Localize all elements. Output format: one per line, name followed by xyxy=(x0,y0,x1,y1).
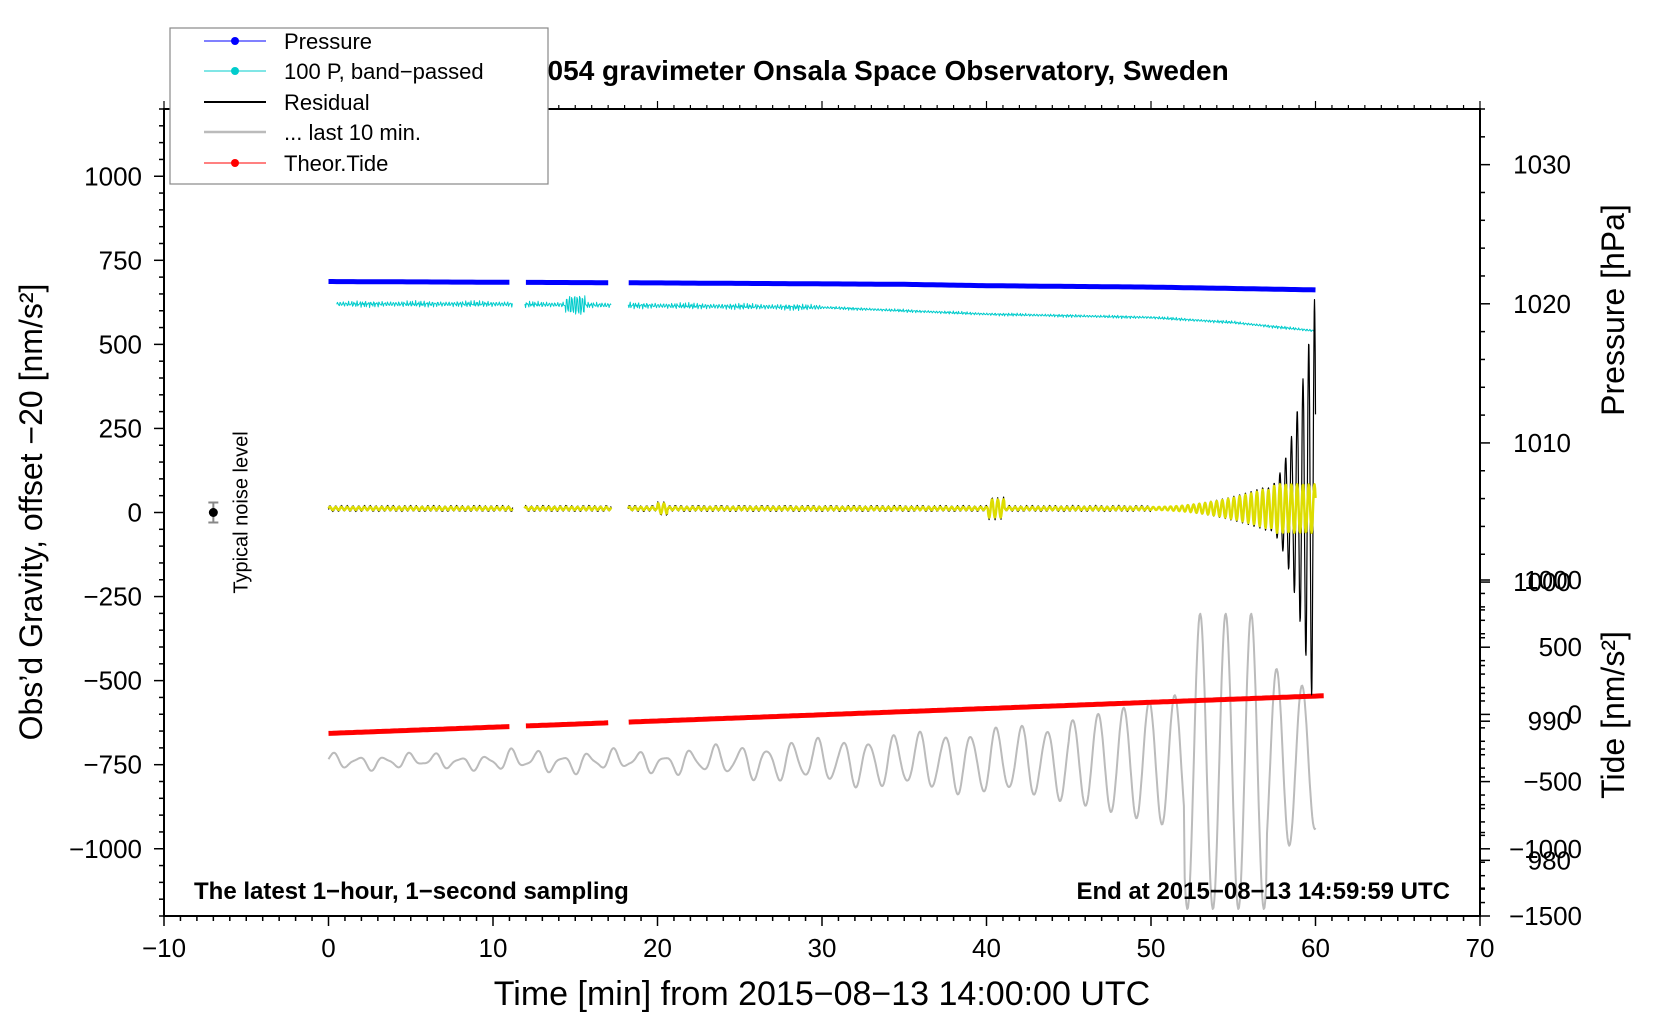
legend: Pressure 100 P, band−passed Residual ...… xyxy=(169,27,549,185)
noise-point xyxy=(208,508,218,517)
tide-tick-label: −1500 xyxy=(1509,901,1582,931)
typical-noise-marker: Typical noise level xyxy=(208,431,252,594)
x-tick-label: 30 xyxy=(808,933,837,963)
theoretical-tide-series xyxy=(525,720,609,729)
tide-tick-label: 500 xyxy=(1539,632,1582,662)
x-axis-label: Time [min] from 2015−08−13 14:00:00 UTC xyxy=(494,975,1150,1013)
legend-label-bandpass: 100 P, band−passed xyxy=(284,59,484,84)
sampling-annotation: The latest 1−hour, 1−second sampling xyxy=(194,878,629,905)
plot-series xyxy=(327,279,1324,910)
legend-marker-bandpass xyxy=(231,67,239,75)
y-tick-label: −500 xyxy=(83,666,142,696)
pressure-axis-label: Pressure [hPa] xyxy=(1595,204,1631,416)
residual-filtered-series xyxy=(327,505,514,512)
pressure-series xyxy=(628,280,1316,293)
y-tick-label: −250 xyxy=(83,582,142,612)
bandpassed-pressure-series xyxy=(524,295,612,315)
last-10-min-series xyxy=(327,612,1317,910)
y-tick-label: −750 xyxy=(83,750,142,780)
bandpassed-pressure-series xyxy=(627,301,1316,333)
x-tick-label: −10 xyxy=(142,933,186,963)
axis-ticks: −10 0 10 20 30 40 50 60 7010007505002500−250−500… xyxy=(69,101,1582,963)
y-tick-label: 750 xyxy=(99,245,142,275)
x-tick-label: 40 xyxy=(972,933,1001,963)
tide-axis-label: Tide [nm/s²] xyxy=(1595,631,1631,799)
y-tick-label: 250 xyxy=(99,413,142,443)
pressure-tick-label: 1020 xyxy=(1513,289,1571,319)
legend-label-pressure: Pressure xyxy=(284,29,372,54)
end-time-annotation: End at 2015−08−13 14:59:59 UTC xyxy=(1076,878,1450,905)
noise-label: Typical noise level xyxy=(230,431,252,593)
y-tick-label: −1000 xyxy=(69,834,142,864)
legend-label-tide: Theor.Tide xyxy=(284,151,388,176)
y-tick-label: 0 xyxy=(128,498,142,528)
legend-label-last10: ... last 10 min. xyxy=(284,120,421,145)
x-tick-label: 50 xyxy=(1137,933,1166,963)
legend-label-residual: Residual xyxy=(284,90,370,115)
y-tick-label: 500 xyxy=(99,329,142,359)
x-tick-label: 60 xyxy=(1301,933,1330,963)
pressure-tick-label: 980 xyxy=(1528,845,1571,875)
y-tick-label: 1000 xyxy=(84,161,142,191)
tide-tick-label: 0 xyxy=(1568,699,1582,729)
theoretical-tide-series xyxy=(628,693,1324,725)
theoretical-tide-series xyxy=(328,724,510,736)
pressure-tick-label: 1030 xyxy=(1513,150,1571,180)
pressure-tick-label: 990 xyxy=(1528,706,1571,736)
residual-series xyxy=(627,299,1317,696)
x-tick-label: 20 xyxy=(643,933,672,963)
pressure-tick-label: 1000 xyxy=(1513,567,1571,597)
tide-tick-label: −500 xyxy=(1523,767,1582,797)
legend-marker-tide xyxy=(231,159,239,167)
chart-title: SCG_054 gravimeter Onsala Space Observat… xyxy=(471,55,1228,86)
residual-filtered-series xyxy=(627,483,1317,534)
x-tick-label: 70 xyxy=(1466,933,1495,963)
x-tick-label: 10 xyxy=(479,933,508,963)
pressure-series xyxy=(328,279,510,285)
legend-box xyxy=(169,27,549,185)
tide-tick-label: 1000 xyxy=(1524,565,1582,595)
y-axis-label: Obs’d Gravity, offset −20 [nm/s²] xyxy=(13,284,49,741)
pressure-tick-label: 1010 xyxy=(1513,428,1571,458)
bandpassed-pressure-series xyxy=(336,300,513,309)
legend-marker-pressure xyxy=(231,37,239,45)
tide-tick-label: −1000 xyxy=(1509,834,1582,864)
plot-frame xyxy=(163,108,1481,917)
residual-filtered-series xyxy=(523,505,613,512)
x-tick-label: 0 xyxy=(321,933,335,963)
